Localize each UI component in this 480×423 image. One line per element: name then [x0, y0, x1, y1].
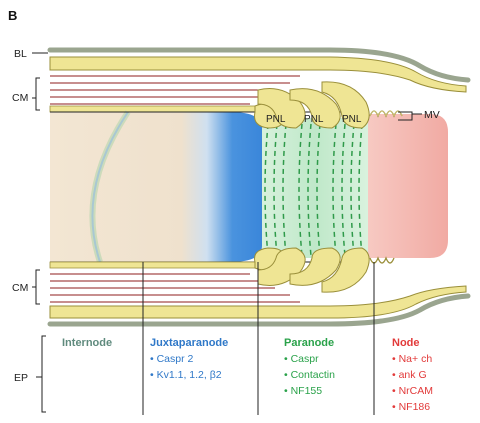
column-internode: Internode: [62, 337, 112, 349]
panel-letter: B: [8, 8, 17, 23]
cm-bottom-label: CM: [12, 282, 28, 294]
juxtaparanode-title: Juxtaparanode: [150, 337, 228, 349]
juxtaparanode-item: • Kv1.1, 1.2, β2: [150, 369, 222, 381]
paranodal-junctions: [264, 123, 363, 257]
mv-bracket: [398, 111, 422, 121]
mv-label: MV: [424, 109, 440, 121]
pnl-label-3: PNL: [342, 114, 362, 125]
node-title: Node: [392, 337, 420, 349]
ep-label: EP: [14, 372, 28, 384]
bl-label: BL: [14, 48, 27, 60]
node-item: • NF186: [392, 401, 430, 413]
column-paranode: Paranode • Caspr • Contactin • NF155: [284, 337, 335, 397]
paranode-item: • NF155: [284, 385, 322, 397]
paranodal-loops-bottom: [254, 247, 395, 293]
paranode-title: Paranode: [284, 337, 334, 349]
paranode-item: • Caspr: [284, 353, 319, 365]
bottom-myelin: [47, 261, 471, 327]
axon: [50, 110, 448, 263]
pnl-label-1: PNL: [266, 114, 286, 125]
column-juxtaparanode: Juxtaparanode • Caspr 2 • Kv1.1, 1.2, β2: [150, 337, 228, 381]
paranodal-loops-top: [254, 81, 403, 129]
top-myelin: [47, 47, 471, 113]
node-item: • Na+ ch: [392, 353, 432, 365]
paranode-item: • Contactin: [284, 369, 335, 381]
node-item: • ank G: [392, 369, 427, 381]
internode-title: Internode: [62, 337, 112, 349]
region-dividers: [142, 262, 375, 415]
pnl-label-2: PNL: [304, 114, 324, 125]
cm-top-label: CM: [12, 92, 28, 104]
node-item: • NrCAM: [392, 385, 433, 397]
column-node: Node • Na+ ch • ank G • NrCAM • NF186: [392, 337, 433, 413]
juxtaparanode-item: • Caspr 2: [150, 353, 194, 365]
